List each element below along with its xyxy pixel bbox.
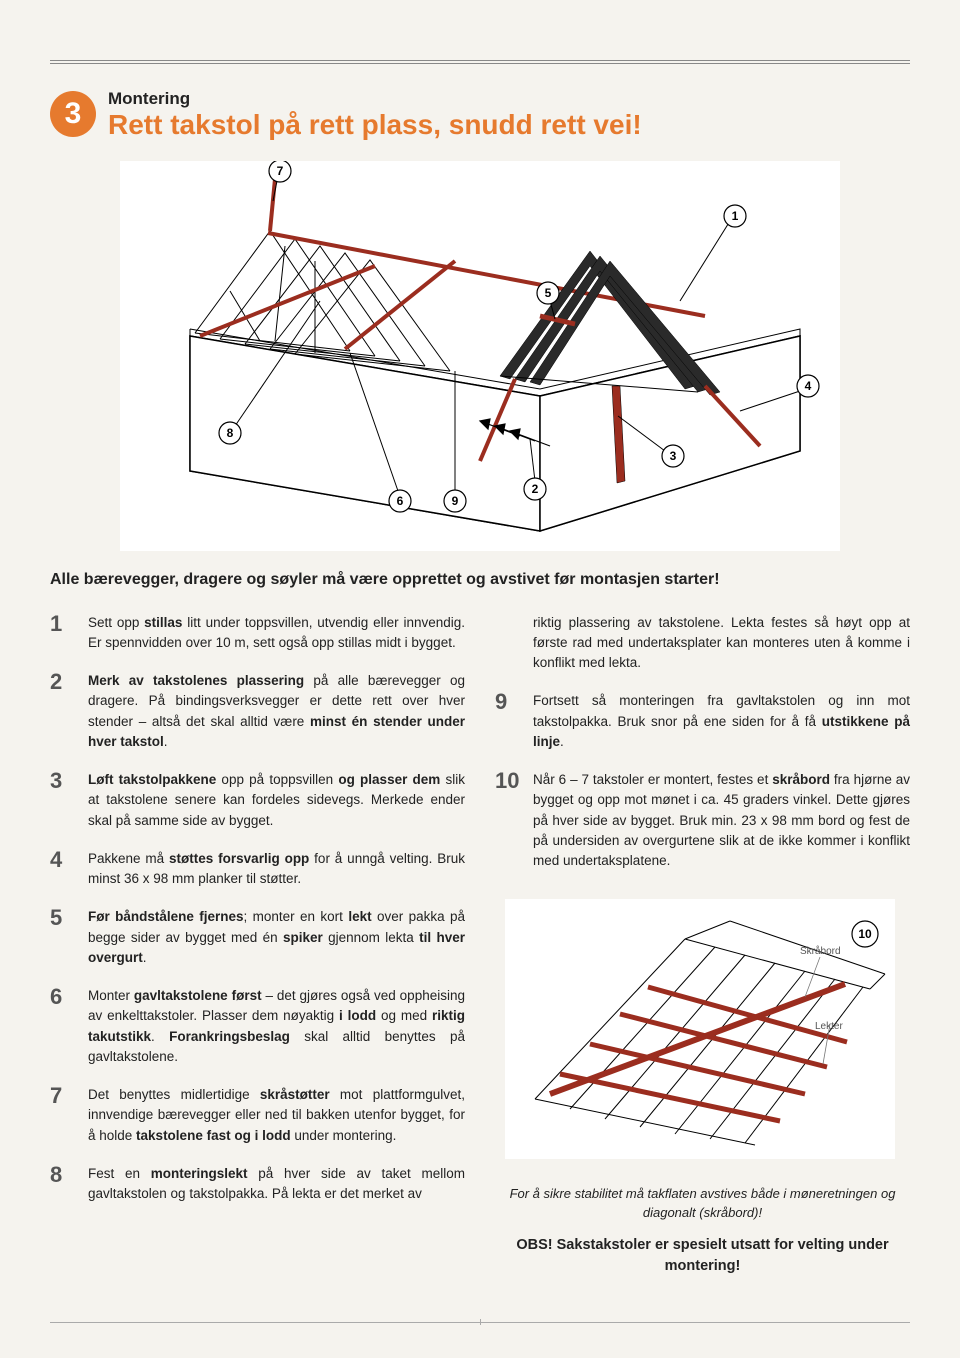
step-number: 6 [50,986,74,1067]
warning-text: OBS! Sakstakstoler er spesielt utsatt fo… [495,1235,910,1279]
step-8-continuation: riktig plassering av takstolene. Lekta f… [533,613,910,674]
step-body: Pakkene må støttes forsvarlig opp for å … [88,849,465,890]
step-body: Fortsett så monteringen fra gavltakstole… [533,691,910,752]
step-item: 2Merk av takstolenes plassering på alle … [50,671,465,752]
step-body: Det benyttes midlertidige skråstøtter mo… [88,1085,465,1146]
top-rule [50,60,910,64]
step-item: 4 Pakkene må støttes forsvarlig opp for å… [50,849,465,890]
sub-diagram-caption: For å sikre stabilitet må takflaten avst… [495,1184,910,1223]
step-item: 7Det benyttes midlertidige skråstøtter m… [50,1085,465,1146]
intro-text: Alle bærevegger, dragere og søyler må væ… [50,571,910,589]
step-number: 7 [50,1085,74,1146]
svg-text:8: 8 [227,426,234,440]
step-number: 2 [50,671,74,752]
step-item: 9Fortsett så monteringen fra gavltakstol… [495,691,910,752]
svg-text:7: 7 [277,164,284,178]
section-title: Rett takstol på rett plass, snudd rett v… [108,109,642,141]
svg-text:Skråbord: Skråbord [800,945,841,957]
step-body: Merk av takstolenes plassering på alle b… [88,671,465,752]
svg-text:3: 3 [670,449,677,463]
svg-text:2: 2 [532,482,539,496]
step-item: 6Monter gavltakstolene først – det gjøre… [50,986,465,1067]
step-item: 3Løft takstolpakkene opp på toppsvillen … [50,770,465,831]
step-item: 10Når 6 – 7 takstoler er montert, festes… [495,770,910,871]
step-body: Sett opp stillas litt under toppsvillen,… [88,613,465,654]
step-body: Monter gavltakstolene først – det gjøres… [88,986,465,1067]
step-number: 10 [495,770,519,871]
step-body: Når 6 – 7 takstoler er montert, festes e… [533,770,910,871]
svg-text:10: 10 [858,927,872,941]
step-number: 3 [50,770,74,831]
svg-text:4: 4 [805,379,812,393]
right-column: riktig plassering av takstolene. Lekta f… [495,613,910,1279]
step-item: 1 Sett opp stillas litt under toppsvillen… [50,613,465,654]
section-number-badge: 3 [50,91,96,137]
svg-text:1: 1 [732,209,739,223]
step-body: Løft takstolpakkene opp på toppsvillen o… [88,770,465,831]
svg-text:9: 9 [452,494,459,508]
step-body: Fest en monteringslekt på hver side av t… [88,1164,465,1205]
svg-text:5: 5 [545,286,552,300]
step-item: 8 Fest en monteringslekt på hver side av … [50,1164,465,1205]
step-body: Før båndstålene fjernes; monter en kort … [88,907,465,968]
footer-tick [480,1319,481,1325]
left-column: 1 Sett opp stillas litt under toppsvillen… [50,613,465,1279]
svg-text:6: 6 [397,494,404,508]
step-number: 9 [495,691,519,752]
step-number: 5 [50,907,74,968]
section-overline: Montering [108,89,642,109]
step-number: 8 [50,1164,74,1205]
main-assembly-diagram: 1 2 3 4 5 6 7 8 9 [120,161,840,551]
step-item: 5Før båndstålene fjernes; monter en kort… [50,907,465,968]
step-number: 4 [50,849,74,890]
bracing-diagram: Skråbord Lekter 10 [505,899,895,1159]
step-number: 1 [50,613,74,654]
section-header: 3 Montering Rett takstol på rett plass, … [50,89,910,141]
